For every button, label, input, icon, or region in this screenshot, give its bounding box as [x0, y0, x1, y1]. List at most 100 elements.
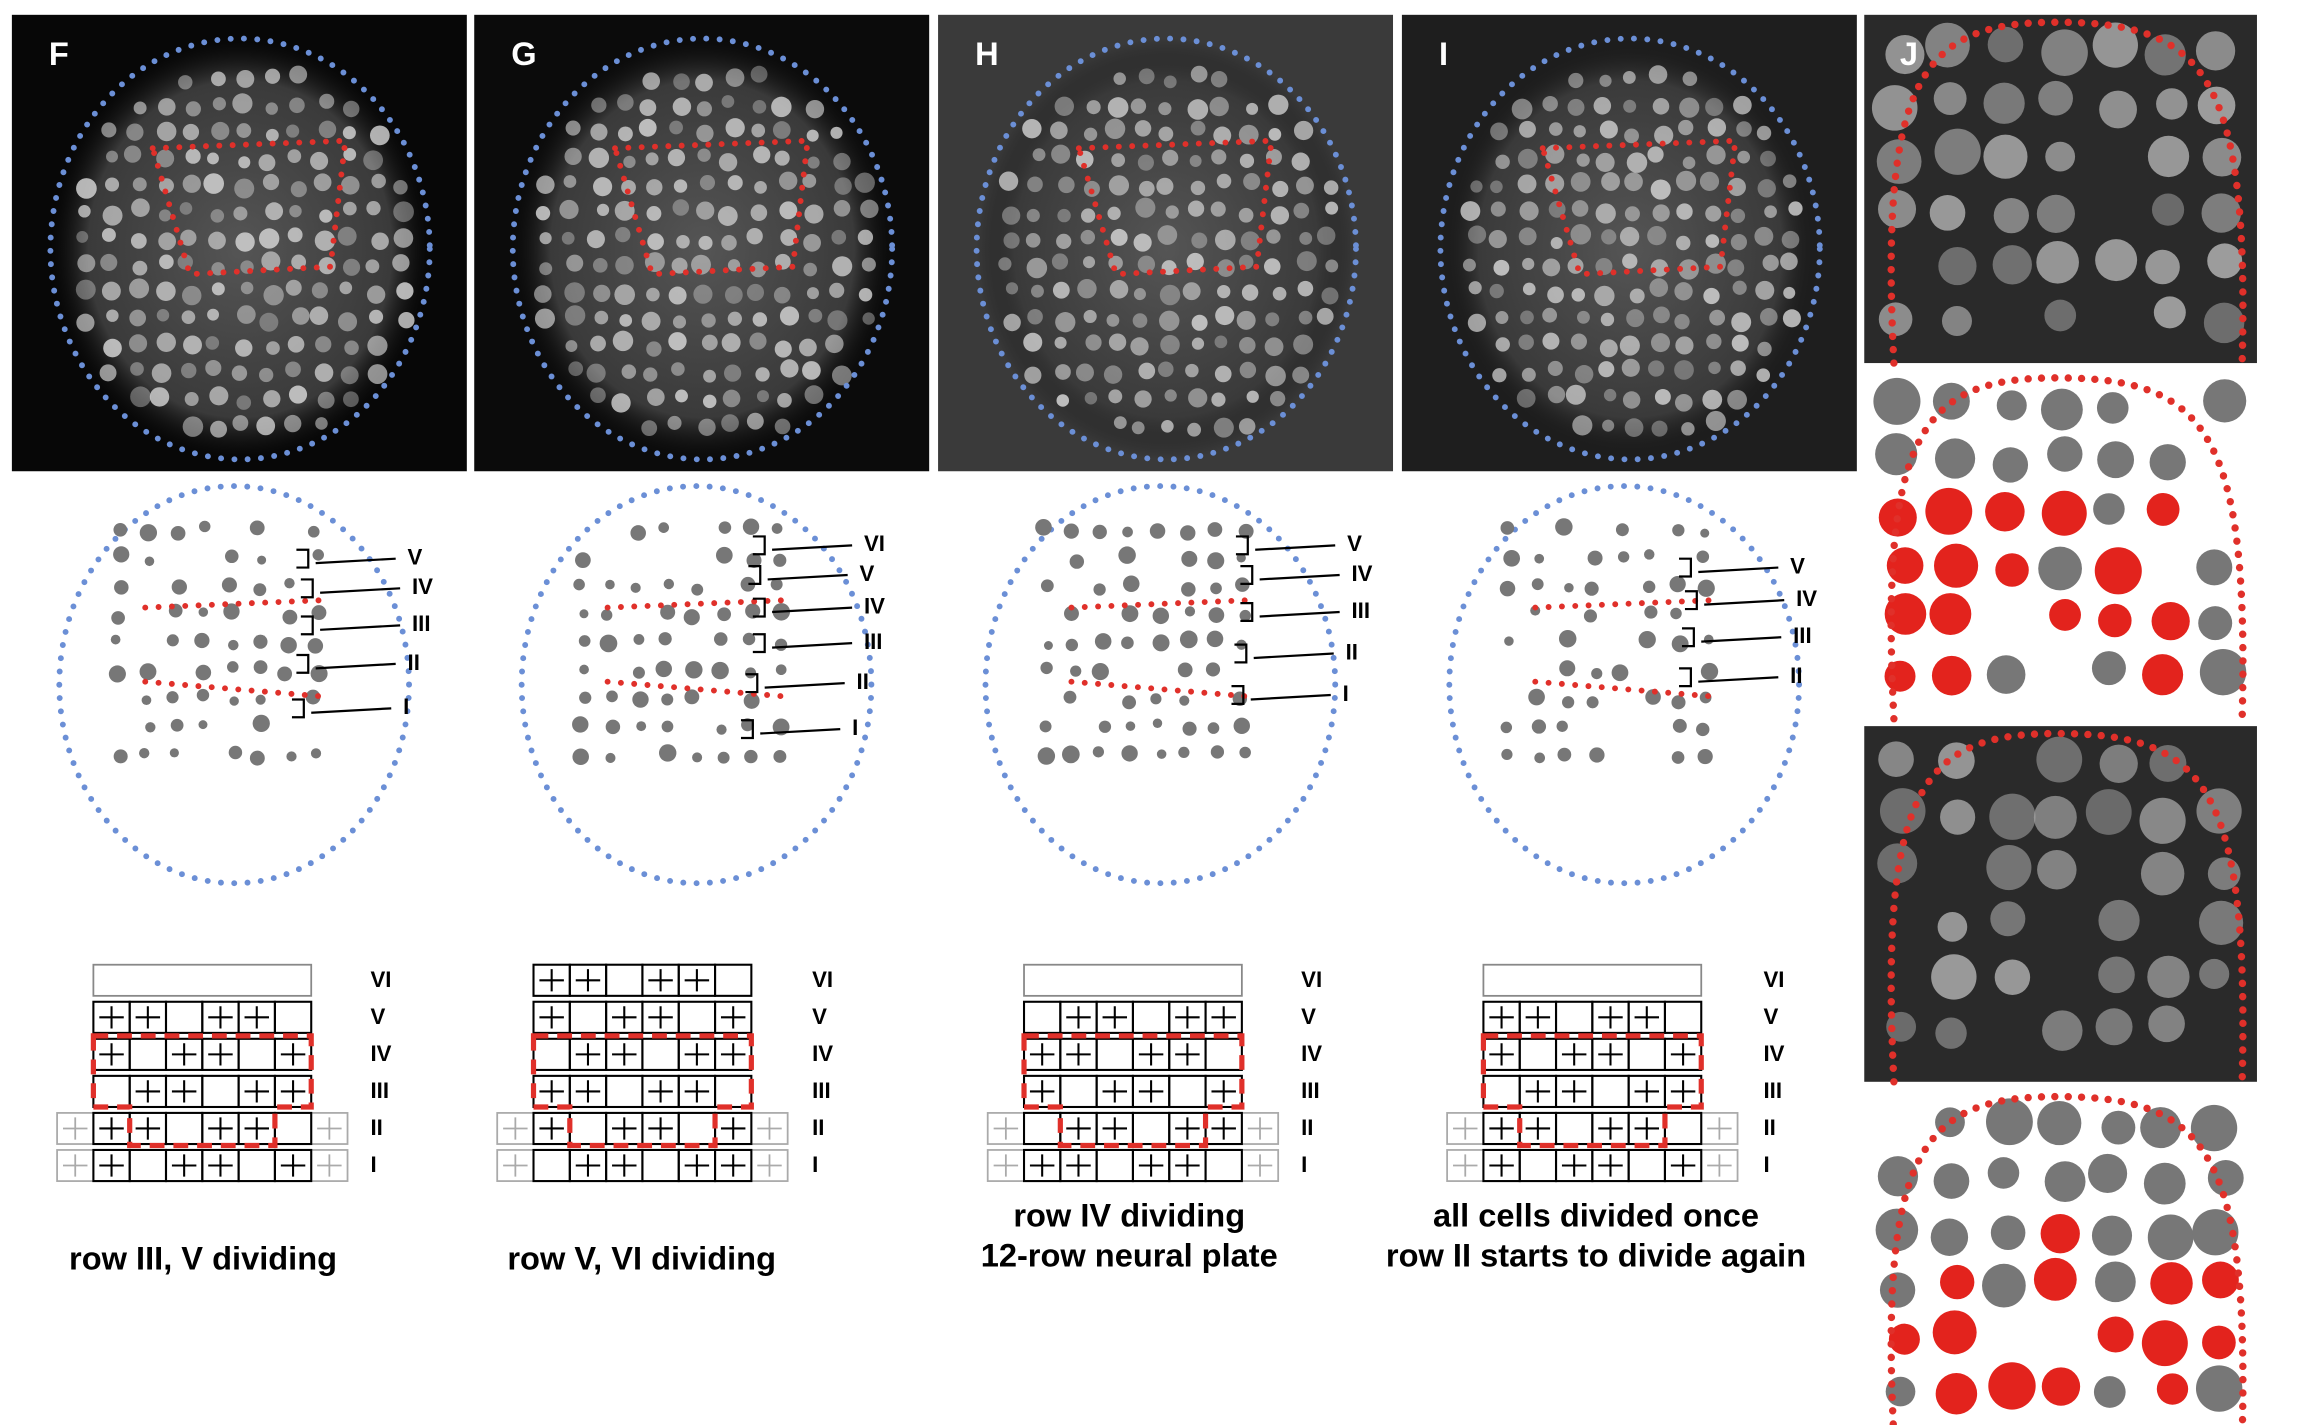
nucleus	[721, 235, 737, 251]
boundary	[142, 597, 327, 700]
nucleus	[1296, 251, 1317, 272]
division-mark	[1489, 1117, 1514, 1140]
cell	[1207, 722, 1220, 734]
annotation-label: III	[1793, 623, 1812, 648]
cell-box	[714, 1148, 753, 1183]
cell	[114, 580, 129, 595]
cell	[1671, 695, 1686, 710]
cell	[573, 578, 585, 591]
nucleus	[829, 282, 845, 298]
cell	[1931, 655, 1972, 696]
cell	[253, 634, 268, 649]
cell	[1982, 1263, 2026, 1308]
cell	[2091, 651, 2126, 686]
bracket	[740, 719, 754, 740]
nucleus	[1293, 120, 1314, 141]
cell	[606, 690, 618, 703]
cell	[1238, 523, 1254, 539]
division-mark	[720, 1117, 746, 1140]
nucleus	[718, 153, 738, 172]
cell	[1986, 1098, 2033, 1146]
cell	[1940, 1264, 1975, 1300]
nucleus	[1085, 334, 1102, 351]
nucleus	[1603, 388, 1617, 402]
division-mark	[63, 1117, 88, 1140]
cell	[746, 552, 762, 568]
nucleus	[1878, 190, 1917, 229]
division-mark	[1138, 1043, 1164, 1066]
nucleus	[1679, 97, 1700, 118]
cell	[1156, 749, 1167, 759]
nucleus	[1938, 246, 1977, 286]
nucleus	[106, 309, 119, 322]
nucleus	[1467, 313, 1487, 332]
row-label: V	[370, 1004, 385, 1029]
cell	[655, 660, 672, 678]
nucleus	[1191, 337, 1205, 350]
nucleus	[593, 284, 611, 303]
cell-box	[1204, 1037, 1243, 1071]
nucleus	[1132, 313, 1148, 328]
cell	[741, 718, 754, 732]
nucleus	[1084, 392, 1098, 405]
cell	[2143, 1162, 2186, 1205]
nucleus	[2099, 90, 2137, 129]
nucleus	[286, 124, 300, 138]
nucleus	[1240, 231, 1260, 251]
nucleus	[746, 283, 765, 302]
nucleus	[1762, 254, 1779, 272]
division-mark	[1525, 1080, 1551, 1103]
nucleus	[184, 392, 199, 407]
boundary	[1068, 597, 1253, 700]
nucleus	[1137, 255, 1156, 274]
nucleus	[696, 124, 714, 143]
cell-box	[568, 1111, 608, 1146]
cell	[1037, 747, 1056, 765]
nucleus	[623, 155, 636, 169]
bracket	[1684, 590, 1698, 611]
cell	[1122, 575, 1140, 593]
cell	[1500, 721, 1513, 734]
nucleus	[1158, 102, 1172, 116]
cell	[2091, 1215, 2133, 1256]
cell	[2041, 1367, 2081, 1406]
nucleus	[1055, 312, 1076, 333]
annotation-line	[772, 642, 853, 649]
nucleus	[1674, 282, 1693, 301]
nucleus	[564, 282, 585, 303]
nucleus	[1675, 170, 1697, 191]
nucleus	[1083, 256, 1096, 269]
nucleus	[1214, 335, 1228, 349]
nucleus	[1266, 229, 1281, 244]
nucleus	[647, 233, 664, 250]
cell	[1210, 582, 1222, 595]
nucleus	[1760, 150, 1776, 167]
nucleus	[1619, 335, 1640, 356]
cell	[2037, 1100, 2082, 1146]
cell-box	[273, 1000, 313, 1034]
division-mark	[1138, 1080, 1164, 1103]
nucleus	[103, 338, 122, 358]
nucleus	[284, 414, 302, 433]
nucleus	[1050, 121, 1068, 140]
cell	[108, 665, 126, 683]
cell	[600, 609, 613, 621]
nucleus	[643, 367, 658, 382]
nucleus	[641, 420, 658, 437]
cell	[1035, 519, 1052, 536]
cell-box	[677, 1000, 717, 1034]
cell	[145, 722, 156, 733]
nucleus	[319, 209, 333, 223]
nucleus	[1674, 314, 1690, 330]
cell	[1697, 748, 1713, 765]
nucleus	[1190, 120, 1206, 136]
nucleus	[1103, 365, 1123, 384]
nucleus	[1495, 311, 1509, 325]
nucleus	[702, 394, 717, 409]
cell	[742, 518, 760, 535]
annotation-line	[320, 587, 401, 594]
cell	[2151, 602, 2190, 641]
nucleus	[1159, 310, 1180, 332]
nucleus	[211, 121, 230, 141]
nucleus	[208, 231, 226, 250]
